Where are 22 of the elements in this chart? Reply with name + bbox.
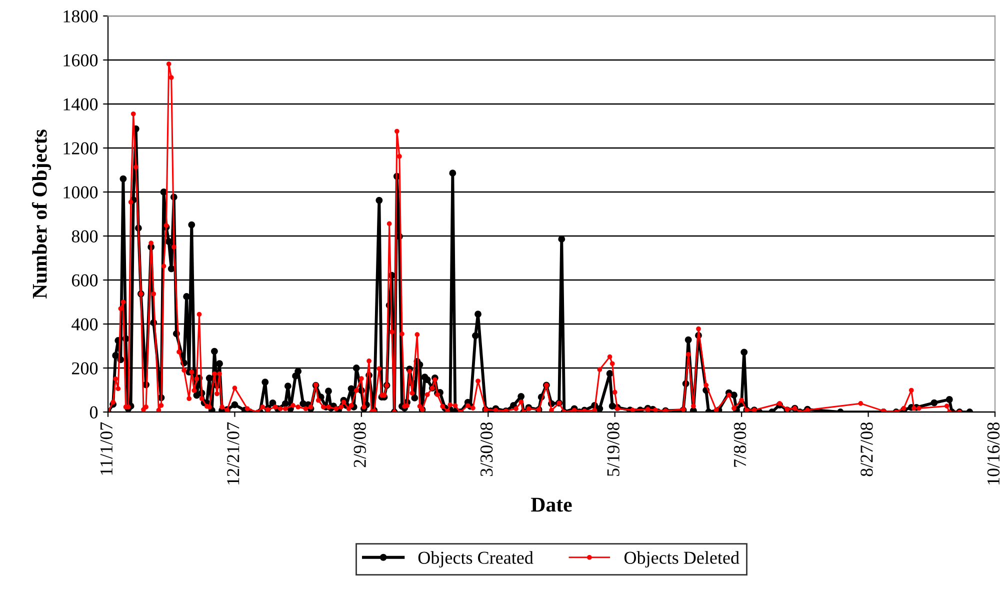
y-tick-label: 1600 bbox=[64, 54, 98, 66]
y-tick-label: 1400 bbox=[64, 98, 98, 110]
x-tick-label: 11/1/07 bbox=[100, 422, 113, 475]
y-tick-label: 600 bbox=[72, 274, 98, 286]
x-axis-title: Date bbox=[531, 498, 572, 512]
x-tick-label: 2/9/08 bbox=[354, 422, 366, 468]
x-tick-label: 5/19/08 bbox=[607, 422, 620, 476]
legend-label: Objects Deleted bbox=[624, 551, 740, 568]
y-tick-label: 0 bbox=[90, 406, 98, 418]
y-tick-label: 1000 bbox=[64, 186, 98, 198]
x-tick-label: 12/21/07 bbox=[227, 422, 240, 484]
y-tick-label: 1800 bbox=[64, 10, 98, 22]
x-tick-label: 7/8/08 bbox=[734, 422, 746, 467]
legend-label: Objects Created bbox=[418, 551, 534, 568]
y-tick-label: 800 bbox=[72, 230, 98, 242]
y-tick-label: 1200 bbox=[64, 142, 98, 154]
x-tick-label: 3/30/08 bbox=[480, 422, 493, 476]
y-axis-title: Number of Objects bbox=[32, 130, 52, 298]
y-tick-label: 400 bbox=[72, 318, 98, 330]
x-tick-label: 10/16/08 bbox=[987, 422, 1000, 484]
x-tick-label: 8/27/08 bbox=[860, 422, 873, 476]
y-tick-label: 200 bbox=[72, 362, 98, 374]
